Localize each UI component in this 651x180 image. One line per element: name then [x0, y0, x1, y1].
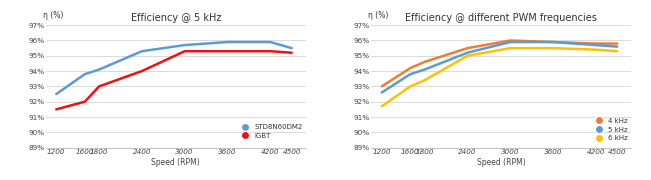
- Text: η (%): η (%): [43, 11, 63, 20]
- Legend: 4 kHz, 5 kHz, 6 kHz: 4 kHz, 5 kHz, 6 kHz: [589, 115, 631, 144]
- Text: η (%): η (%): [368, 11, 389, 20]
- Legend: STD8N60DM2, IGBT: STD8N60DM2, IGBT: [235, 121, 305, 142]
- Title: Efficiency @ 5 kHz: Efficiency @ 5 kHz: [131, 13, 221, 23]
- X-axis label: Speed (RPM): Speed (RPM): [152, 158, 200, 167]
- X-axis label: Speed (RPM): Speed (RPM): [477, 158, 525, 167]
- Title: Efficiency @ different PWM frequencies: Efficiency @ different PWM frequencies: [406, 13, 597, 23]
